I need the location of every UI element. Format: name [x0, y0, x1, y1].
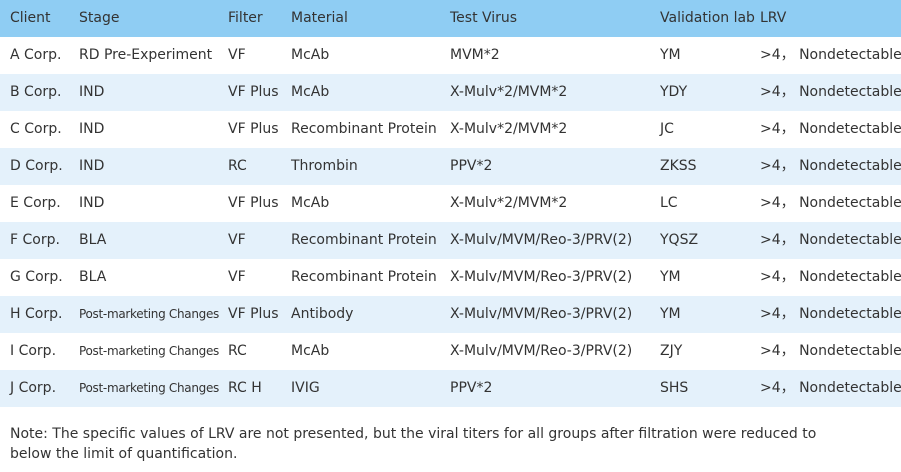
- table-cell: RD Pre-Experiment: [79, 47, 213, 63]
- table-row: F Corp. BLA VF Recombinant Protein X-Mulv/MV…: [0, 222, 901, 259]
- table-cell: Post-marketing Changes: [79, 344, 219, 358]
- header-row: Client Stage Filter Material Test Virus Valid…: [0, 0, 901, 37]
- table-row: I Corp. Post-marketing Changes RC McAb X-Mul…: [0, 333, 901, 370]
- table-row: D Corp. IND RC Thrombin PPV*2 ZKSS >4， Nondete…: [0, 148, 901, 185]
- header-cell: Validation lab: [660, 10, 755, 26]
- table-cell: BLA: [79, 232, 107, 248]
- table-cell: SHS: [660, 380, 689, 396]
- table-cell: D Corp.: [10, 158, 63, 174]
- table-cell: X-Mulv*2/MVM*2: [450, 121, 568, 137]
- table-cell: C Corp.: [10, 121, 62, 137]
- table-cell: X-Mulv/MVM/Reo-3/PRV(2): [450, 232, 633, 248]
- table-cell: G Corp.: [10, 269, 63, 285]
- table-cell: VF: [228, 232, 246, 248]
- header-cell: LRV: [760, 10, 787, 26]
- table-cell: X-Mulv*2/MVM*2: [450, 195, 568, 211]
- table-cell: VF Plus: [228, 195, 279, 211]
- table-cell: McAb: [291, 84, 330, 100]
- table-cell: Post-marketing Changes: [79, 307, 219, 321]
- table-cell: Post-marketing Changes: [79, 381, 219, 395]
- table-cell: J Corp.: [10, 380, 57, 396]
- table-cell: IND: [79, 158, 105, 174]
- table-row: A Corp. RD Pre-Experiment VF McAb MVM*2 YM >4，…: [0, 37, 901, 74]
- table-cell: >4， Nondetectable: [760, 158, 901, 174]
- table-cell: >4， Nondetectable: [760, 306, 901, 322]
- header-cell: Material: [291, 10, 348, 26]
- table-cell: X-Mulv/MVM/Reo-3/PRV(2): [450, 269, 633, 285]
- table-cell: VF: [228, 47, 246, 63]
- table-cell: VF Plus: [228, 121, 279, 137]
- table-cell: B Corp.: [10, 84, 62, 100]
- table-cell: X-Mulv*2/MVM*2: [450, 84, 568, 100]
- table-cell: RC H: [228, 380, 262, 396]
- table-cell: LC: [660, 195, 678, 211]
- table-cell: >4， Nondetectable: [760, 84, 901, 100]
- table-cell: VF Plus: [228, 84, 279, 100]
- table-row: C Corp. IND VF Plus Recombinant Protein X-Mu…: [0, 111, 901, 148]
- table-cell: F Corp.: [10, 232, 60, 248]
- table-cell: ZJY: [660, 343, 683, 359]
- table-cell: PPV*2: [450, 380, 493, 396]
- table-cell: YM: [660, 269, 681, 285]
- table-row: E Corp. IND VF Plus McAb X-Mulv*2/MVM*2 LC >4，…: [0, 185, 901, 222]
- table-cell: Recombinant Protein: [291, 121, 437, 137]
- table-cell: YQSZ: [660, 232, 699, 248]
- header-cell: Test Virus: [450, 10, 518, 26]
- table-cell: >4， Nondetectable: [760, 195, 901, 211]
- table-cell: A Corp.: [10, 47, 62, 63]
- table-cell: H Corp.: [10, 306, 63, 322]
- table-cell: Recombinant Protein: [291, 232, 437, 248]
- table-cell: >4， Nondetectable: [760, 343, 901, 359]
- table-cell: IVIG: [291, 380, 320, 396]
- table-cell: Recombinant Protein: [291, 269, 437, 285]
- table-cell: JC: [660, 121, 674, 137]
- table-row: B Corp. IND VF Plus McAb X-Mulv*2/MVM*2 YDY >4…: [0, 74, 901, 111]
- table-cell: Antibody: [291, 306, 354, 322]
- note: Note: The specific values of LRV are not…: [10, 426, 817, 462]
- table-row: J Corp. Post-marketing Changes RC H IVIG PPV…: [0, 370, 901, 407]
- table-row: G Corp. BLA VF Recombinant Protein X-Mulv/MV…: [0, 259, 901, 296]
- table-cell: VF: [228, 269, 246, 285]
- table-cell: McAb: [291, 195, 330, 211]
- table-cell: ZKSS: [660, 158, 697, 174]
- table-cell: YDY: [660, 84, 688, 100]
- table-cell: X-Mulv/MVM/Reo-3/PRV(2): [450, 343, 633, 359]
- table-cell: VF Plus: [228, 306, 279, 322]
- table-cell: MVM*2: [450, 47, 500, 63]
- table-cell: >4， Nondetectable: [760, 269, 901, 285]
- table-cell: McAb: [291, 343, 330, 359]
- table-row: H Corp. Post-marketing Changes VF Plus Anti…: [0, 296, 901, 333]
- header-cell: Filter: [228, 10, 263, 26]
- header-cell: Stage: [79, 10, 120, 26]
- table-cell: McAb: [291, 47, 330, 63]
- header-cell: Client: [10, 10, 51, 26]
- table-cell: RC: [228, 343, 247, 359]
- table-cell: PPV*2: [450, 158, 493, 174]
- table-cell: I Corp.: [10, 343, 57, 359]
- table-cell: IND: [79, 84, 105, 100]
- table-cell: YM: [660, 306, 681, 322]
- table-cell: Thrombin: [291, 158, 358, 174]
- table-cell: >4， Nondetectable: [760, 47, 901, 63]
- table-cell: X-Mulv/MVM/Reo-3/PRV(2): [450, 306, 633, 322]
- table-cell: YM: [660, 47, 681, 63]
- table-cell: >4， Nondetectable: [760, 121, 901, 137]
- table-cell: BLA: [79, 269, 107, 285]
- table-cell: IND: [79, 121, 105, 137]
- table-cell: RC: [228, 158, 247, 174]
- table-cell: >4， Nondetectable: [760, 232, 901, 248]
- table-cell: E Corp.: [10, 195, 61, 211]
- table-cell: >4， Nondetectable: [760, 380, 901, 396]
- table-cell: IND: [79, 195, 105, 211]
